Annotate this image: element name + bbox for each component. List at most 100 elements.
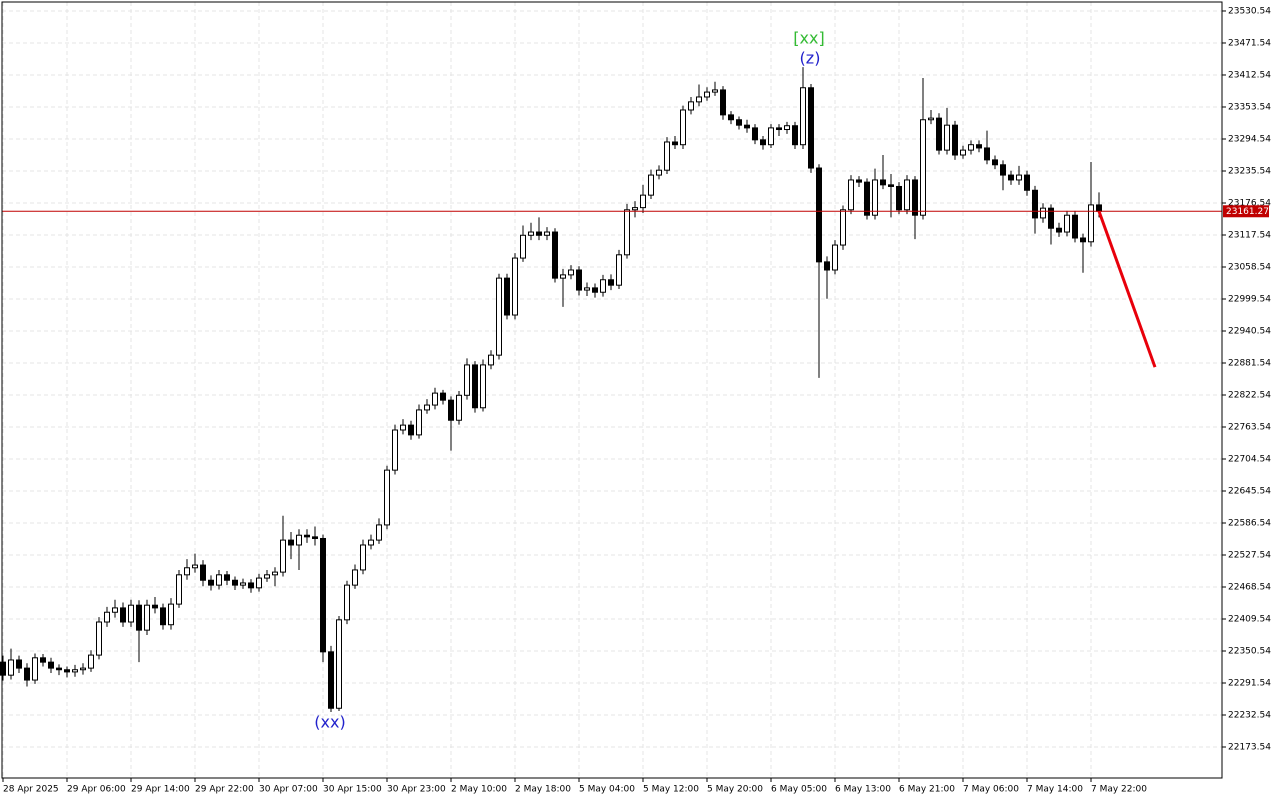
candle-body (848, 179, 854, 211)
candle-body (200, 564, 206, 581)
candle-body (96, 621, 102, 656)
candle-body (296, 534, 302, 546)
candle-body (632, 207, 638, 211)
candle-body (208, 579, 214, 586)
candle-body (384, 469, 390, 526)
x-tick-label: 5 May 04:00 (579, 785, 635, 795)
candle-body (376, 524, 382, 541)
candle-body (8, 659, 14, 676)
candle-body (640, 194, 646, 209)
annotation: [xx] (793, 29, 824, 48)
y-tick-label: 22704.54 (1228, 454, 1271, 464)
price-label: 23161.27 (1226, 207, 1269, 217)
candle-body (832, 244, 838, 271)
candle-body (424, 404, 430, 411)
candle-body (560, 274, 566, 279)
candle-body (912, 179, 918, 216)
candle-body (656, 169, 662, 176)
y-tick-label: 22999.54 (1228, 294, 1271, 304)
candle-body (680, 109, 686, 146)
candle-body (40, 657, 46, 663)
x-tick-label: 5 May 12:00 (643, 785, 699, 795)
candle-body (472, 364, 478, 409)
candle-body (448, 399, 454, 421)
candle-body (904, 179, 910, 211)
x-tick-label: 2 May 18:00 (515, 785, 571, 795)
candle-body (600, 279, 606, 293)
candle-body (768, 127, 774, 146)
x-tick-label: 30 Apr 15:00 (323, 785, 382, 795)
candle-body (392, 429, 398, 471)
candle-body (480, 364, 486, 409)
candle-body (320, 537, 326, 653)
candle-body (968, 144, 974, 151)
candle-body (520, 234, 526, 259)
candle-body (536, 231, 542, 236)
candle-body (368, 539, 374, 546)
y-tick-label: 22468.54 (1228, 583, 1271, 593)
candle-body (608, 279, 614, 286)
candle-body (432, 392, 438, 406)
candle-body (952, 124, 958, 156)
candle-body (872, 179, 878, 216)
candle-body (16, 659, 22, 669)
candle-body (808, 87, 814, 169)
x-tick-label: 6 May 13:00 (835, 785, 891, 795)
candle-body (344, 584, 350, 621)
candle-body (80, 667, 86, 671)
candle-body (616, 254, 622, 286)
candle-body (1056, 227, 1062, 233)
candle-body (776, 127, 782, 131)
candle-body (712, 89, 718, 93)
candle-body (24, 667, 30, 681)
candle-body (592, 287, 598, 293)
candle-body (56, 667, 62, 671)
candle-body (176, 574, 182, 605)
candle-body (1096, 204, 1102, 212)
candle-body (928, 117, 934, 121)
y-tick-label: 22645.54 (1228, 486, 1271, 496)
forecast-line (1097, 210, 1157, 368)
candle-body (544, 231, 550, 236)
candle-body (784, 125, 790, 131)
candle-body (688, 101, 694, 111)
y-tick-label: 23412.54 (1228, 70, 1271, 80)
candle-body (920, 119, 926, 216)
candle-body (352, 569, 358, 586)
candle-body (192, 564, 198, 569)
x-tick-label: 29 Apr 22:00 (195, 785, 254, 795)
candle-body (264, 574, 270, 579)
candle-body (488, 354, 494, 366)
x-tick-label: 6 May 21:00 (899, 785, 955, 795)
candle-body (168, 603, 174, 626)
candle-body (0, 661, 6, 676)
y-tick-label: 22232.54 (1228, 711, 1271, 721)
candle-body (504, 277, 510, 316)
candle-body (576, 269, 582, 291)
candle-body (288, 539, 294, 546)
candle-body (752, 127, 758, 141)
candle-body (840, 209, 846, 246)
candle-body (128, 604, 134, 623)
candle-body (416, 409, 422, 436)
candle-body (224, 574, 230, 581)
axes: 23530.54 23471.54 23412.54 23353.54 23294.54… (2, 6, 1271, 795)
y-tick-label: 22527.54 (1228, 551, 1271, 561)
candle-body (136, 604, 142, 631)
candle-body (32, 657, 38, 681)
annotation: (xx) (314, 713, 345, 732)
y-tick-label: 23058.54 (1228, 262, 1271, 272)
candle-body (824, 261, 830, 271)
candle-body (624, 209, 630, 256)
candle-body (888, 184, 894, 187)
candle-body (728, 114, 734, 121)
candle-body (896, 185, 902, 211)
y-tick-label: 22173.54 (1228, 743, 1271, 753)
y-tick-label: 23176.54 (1228, 198, 1271, 208)
candle-body (456, 394, 462, 421)
y-tick-label: 23235.54 (1228, 166, 1271, 176)
candle-body (1016, 174, 1022, 181)
candle-body (976, 144, 982, 149)
